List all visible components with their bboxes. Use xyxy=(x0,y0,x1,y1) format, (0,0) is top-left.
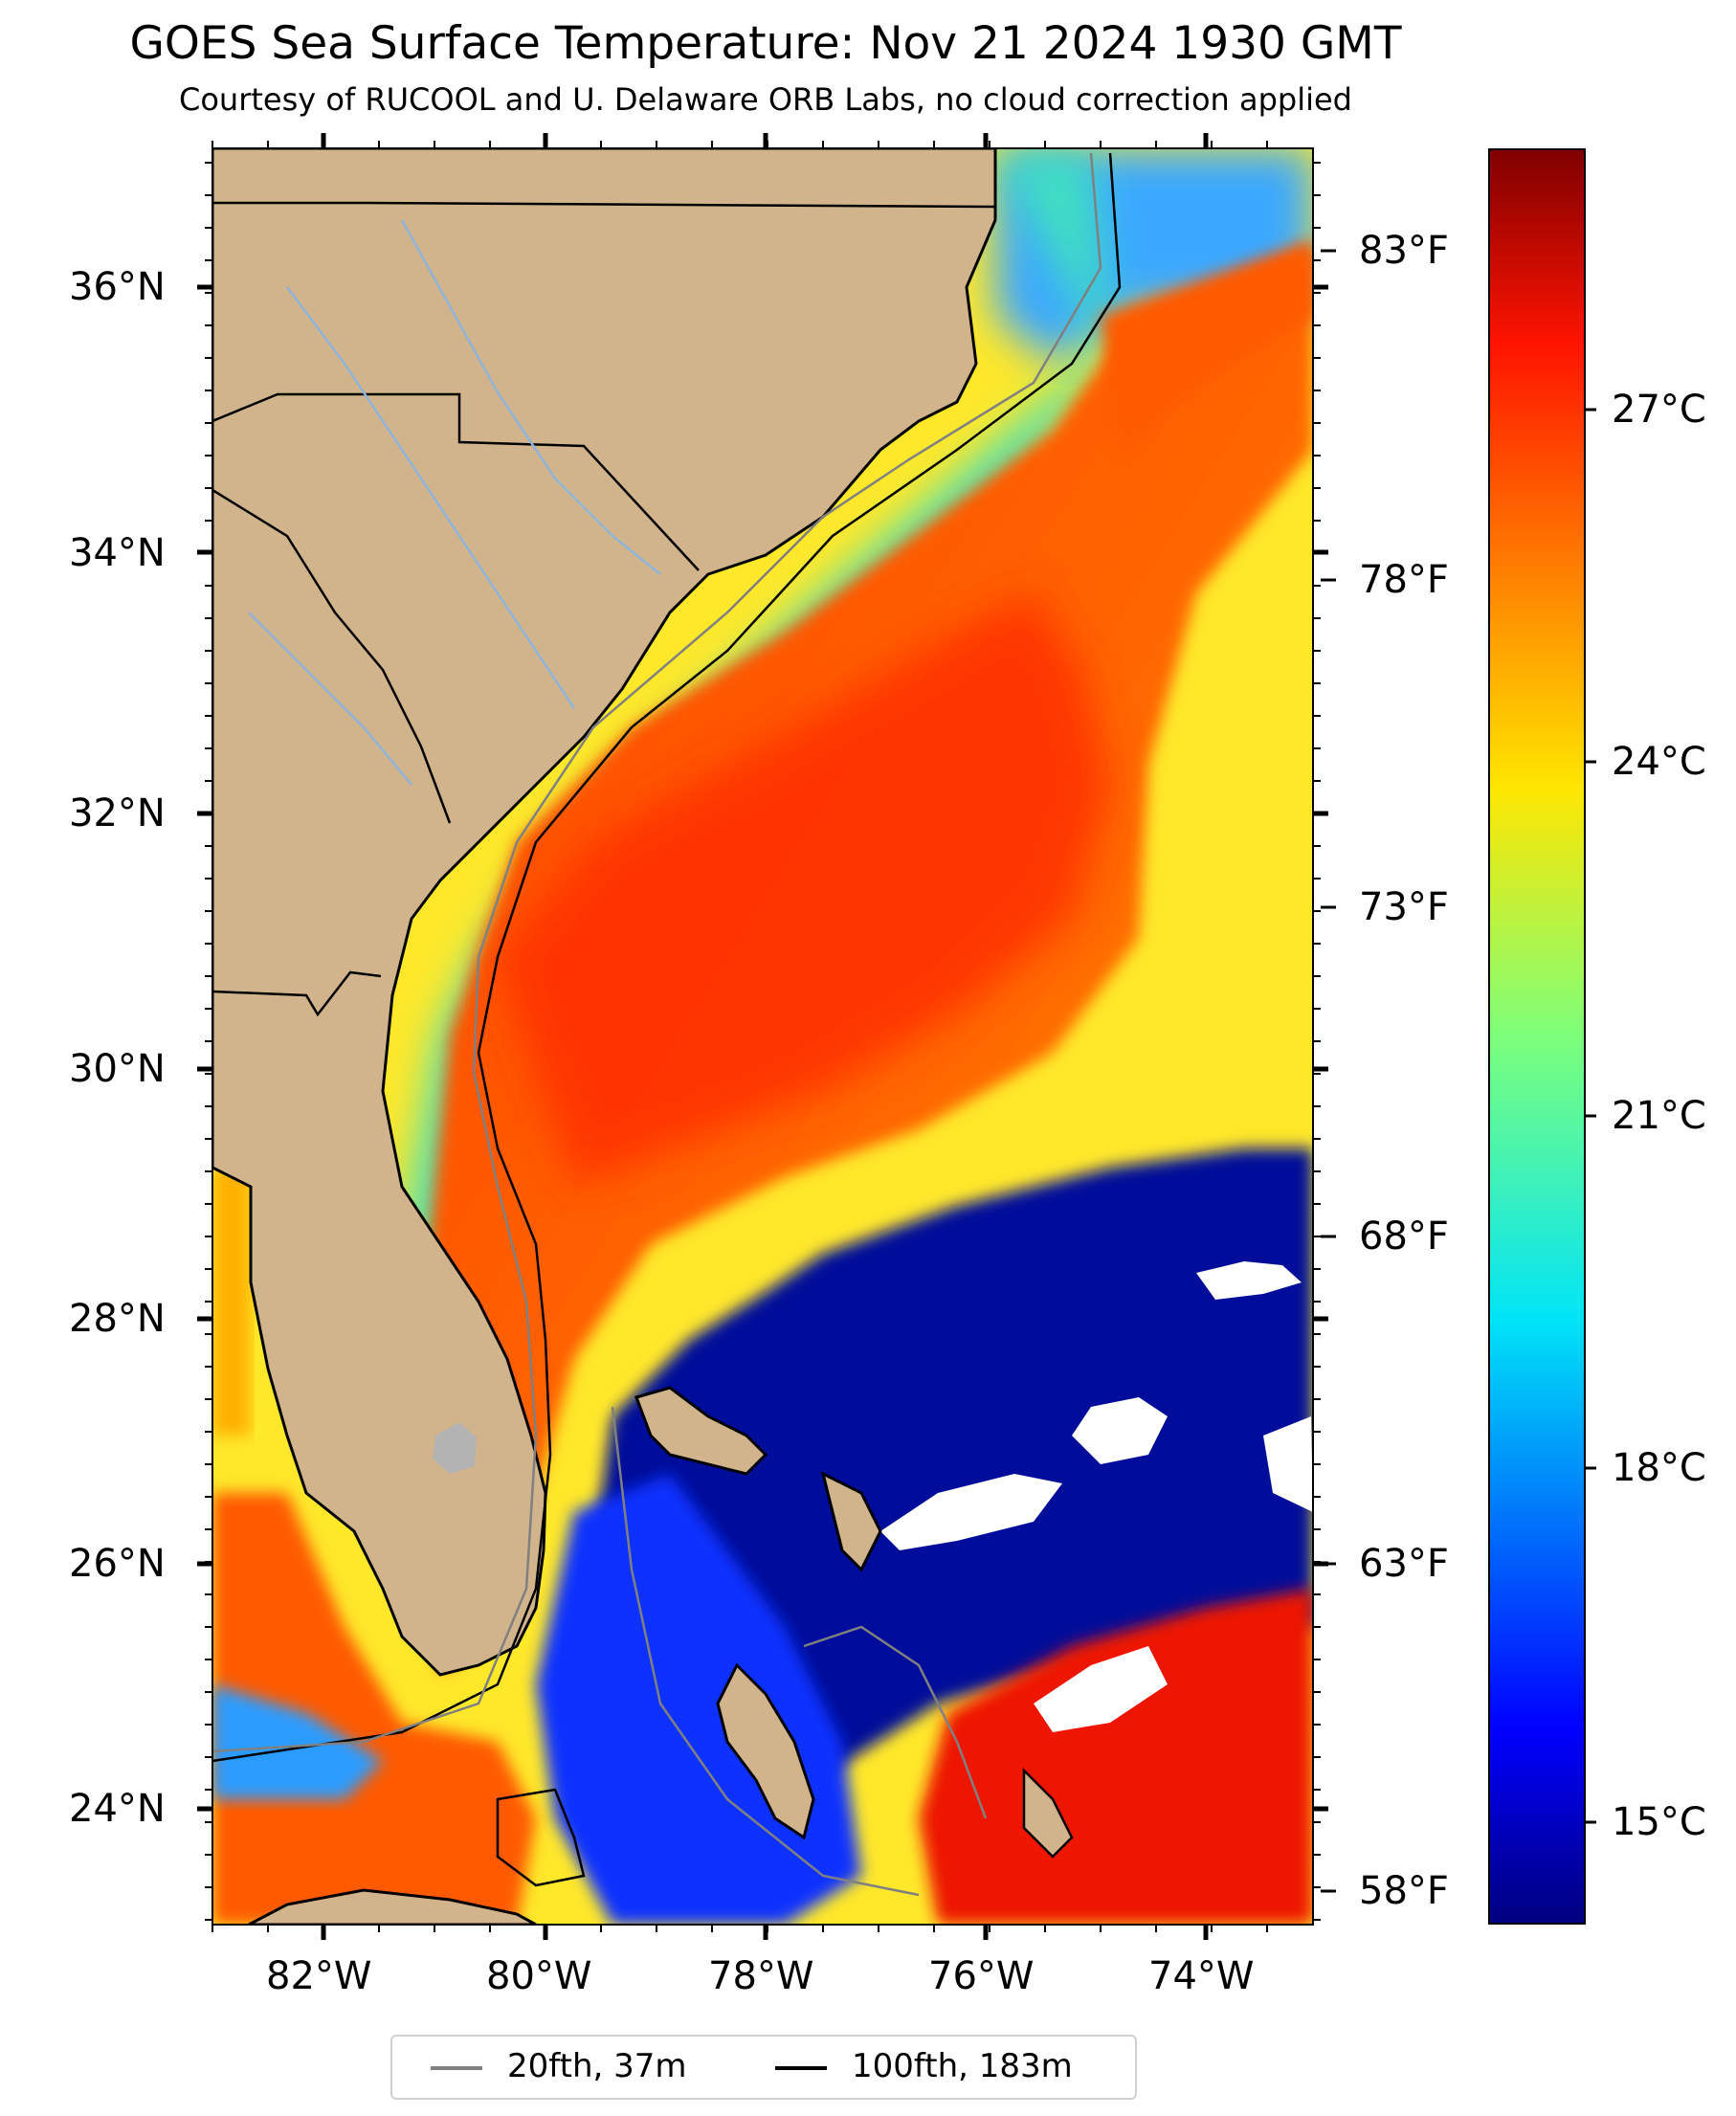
lon-label-76w: 76°W xyxy=(928,1954,1035,1998)
fahrenheit-label-78: 78°F xyxy=(1359,558,1449,602)
colorbar-label-24c: 24°C xyxy=(1612,740,1706,784)
lon-label-80w: 80°W xyxy=(486,1954,592,1998)
axis-ticks xyxy=(197,133,1596,1940)
lat-label-28n: 28°N xyxy=(69,1297,166,1341)
lon-label-74w: 74°W xyxy=(1148,1954,1255,1998)
fahrenheit-label-83: 83°F xyxy=(1359,229,1449,273)
lat-label-34n: 34°N xyxy=(69,531,166,575)
lat-label-24n: 24°N xyxy=(69,1787,166,1831)
map-title: GOES Sea Surface Temperature: Nov 21 202… xyxy=(129,17,1402,70)
legend-label-100fth: 100fth, 183m xyxy=(852,2047,1073,2085)
colorbar-label-21c: 21°C xyxy=(1612,1094,1706,1138)
lat-label-32n: 32°N xyxy=(69,791,166,835)
lat-label-36n: 36°N xyxy=(69,265,166,309)
fahrenheit-label-73: 73°F xyxy=(1359,885,1449,929)
colorbar-label-27c: 27°C xyxy=(1612,388,1706,432)
map-subtitle: Courtesy of RUCOOL and U. Delaware ORB L… xyxy=(179,81,1352,118)
colorbar-label-15c: 15°C xyxy=(1612,1800,1706,1844)
fahrenheit-label-68: 68°F xyxy=(1359,1214,1449,1258)
fahrenheit-label-63: 63°F xyxy=(1359,1542,1449,1586)
lon-label-82w: 82°W xyxy=(266,1954,372,1998)
colorbar-gradient xyxy=(1488,148,1586,1925)
lon-label-78w: 78°W xyxy=(708,1954,814,1998)
lat-label-26n: 26°N xyxy=(69,1542,166,1586)
legend-label-20fth: 20fth, 37m xyxy=(507,2047,687,2085)
fahrenheit-label-58: 58°F xyxy=(1359,1869,1449,1913)
legend-line-20fth xyxy=(431,2066,482,2070)
lat-label-30n: 30°N xyxy=(69,1047,166,1091)
isobath-legend: 20fth, 37m 100fth, 183m xyxy=(390,2035,1137,2100)
colorbar-label-18c: 18°C xyxy=(1612,1446,1706,1490)
sst-field xyxy=(212,148,1313,1925)
legend-line-100fth xyxy=(775,2066,827,2070)
